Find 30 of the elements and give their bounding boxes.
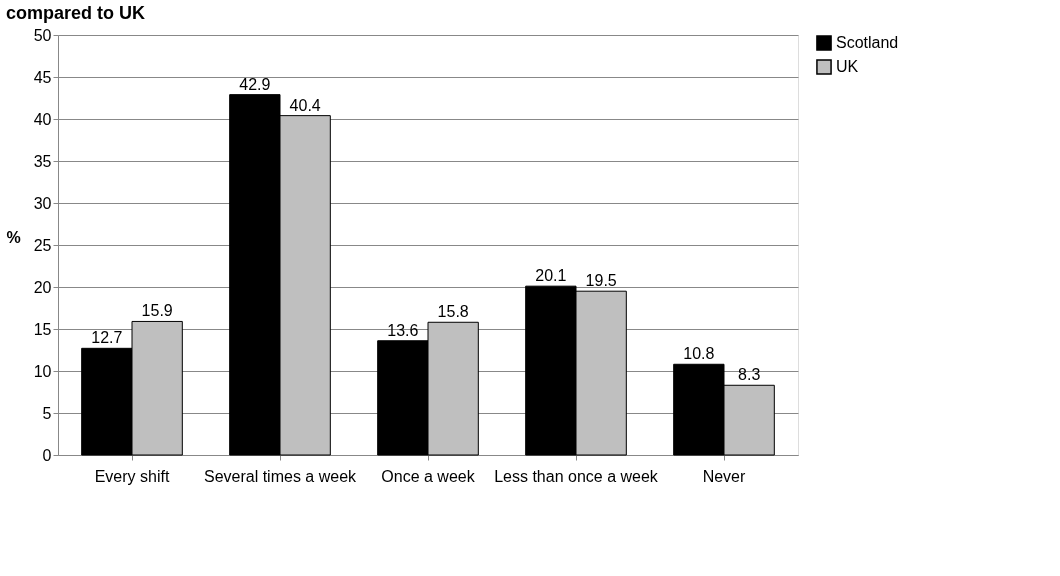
y-tick-label: 0 (42, 446, 52, 464)
data-label: 8.3 (738, 366, 761, 384)
data-label: 13.6 (387, 321, 419, 339)
data-label: 40.4 (289, 96, 321, 114)
y-tick-label: 15 (33, 320, 52, 338)
y-tick-label: 20 (33, 278, 52, 296)
y-tick-label: 40 (33, 110, 52, 128)
y-axis-title: % (6, 228, 21, 246)
x-tick-label: Every shift (94, 467, 170, 485)
y-tick-label: 10 (33, 362, 52, 380)
x-tick-label: Never (702, 467, 747, 485)
data-label: 12.7 (91, 329, 123, 347)
chart-title: compared to UK (5, 3, 145, 23)
legend-label: Scotland (836, 34, 899, 51)
y-tick-label: 5 (42, 404, 52, 422)
y-tick-label: 35 (33, 152, 52, 170)
x-tick-label: Less than once a week (494, 467, 659, 485)
x-tick-label: Once a week (381, 467, 476, 485)
y-tick-label: 50 (33, 26, 52, 44)
y-tick-label: 45 (33, 68, 52, 86)
data-label: 15.8 (437, 303, 469, 321)
data-label: 19.5 (585, 272, 617, 290)
x-tick-label: Several times a week (203, 467, 358, 485)
data-label: 42.9 (239, 75, 271, 93)
data-label: 15.9 (141, 302, 173, 320)
legend-label: UK (836, 58, 859, 75)
data-label: 20.1 (535, 267, 567, 285)
y-tick-label: 25 (33, 236, 52, 254)
y-tick-label: 30 (33, 194, 52, 212)
data-label: 10.8 (683, 345, 715, 363)
